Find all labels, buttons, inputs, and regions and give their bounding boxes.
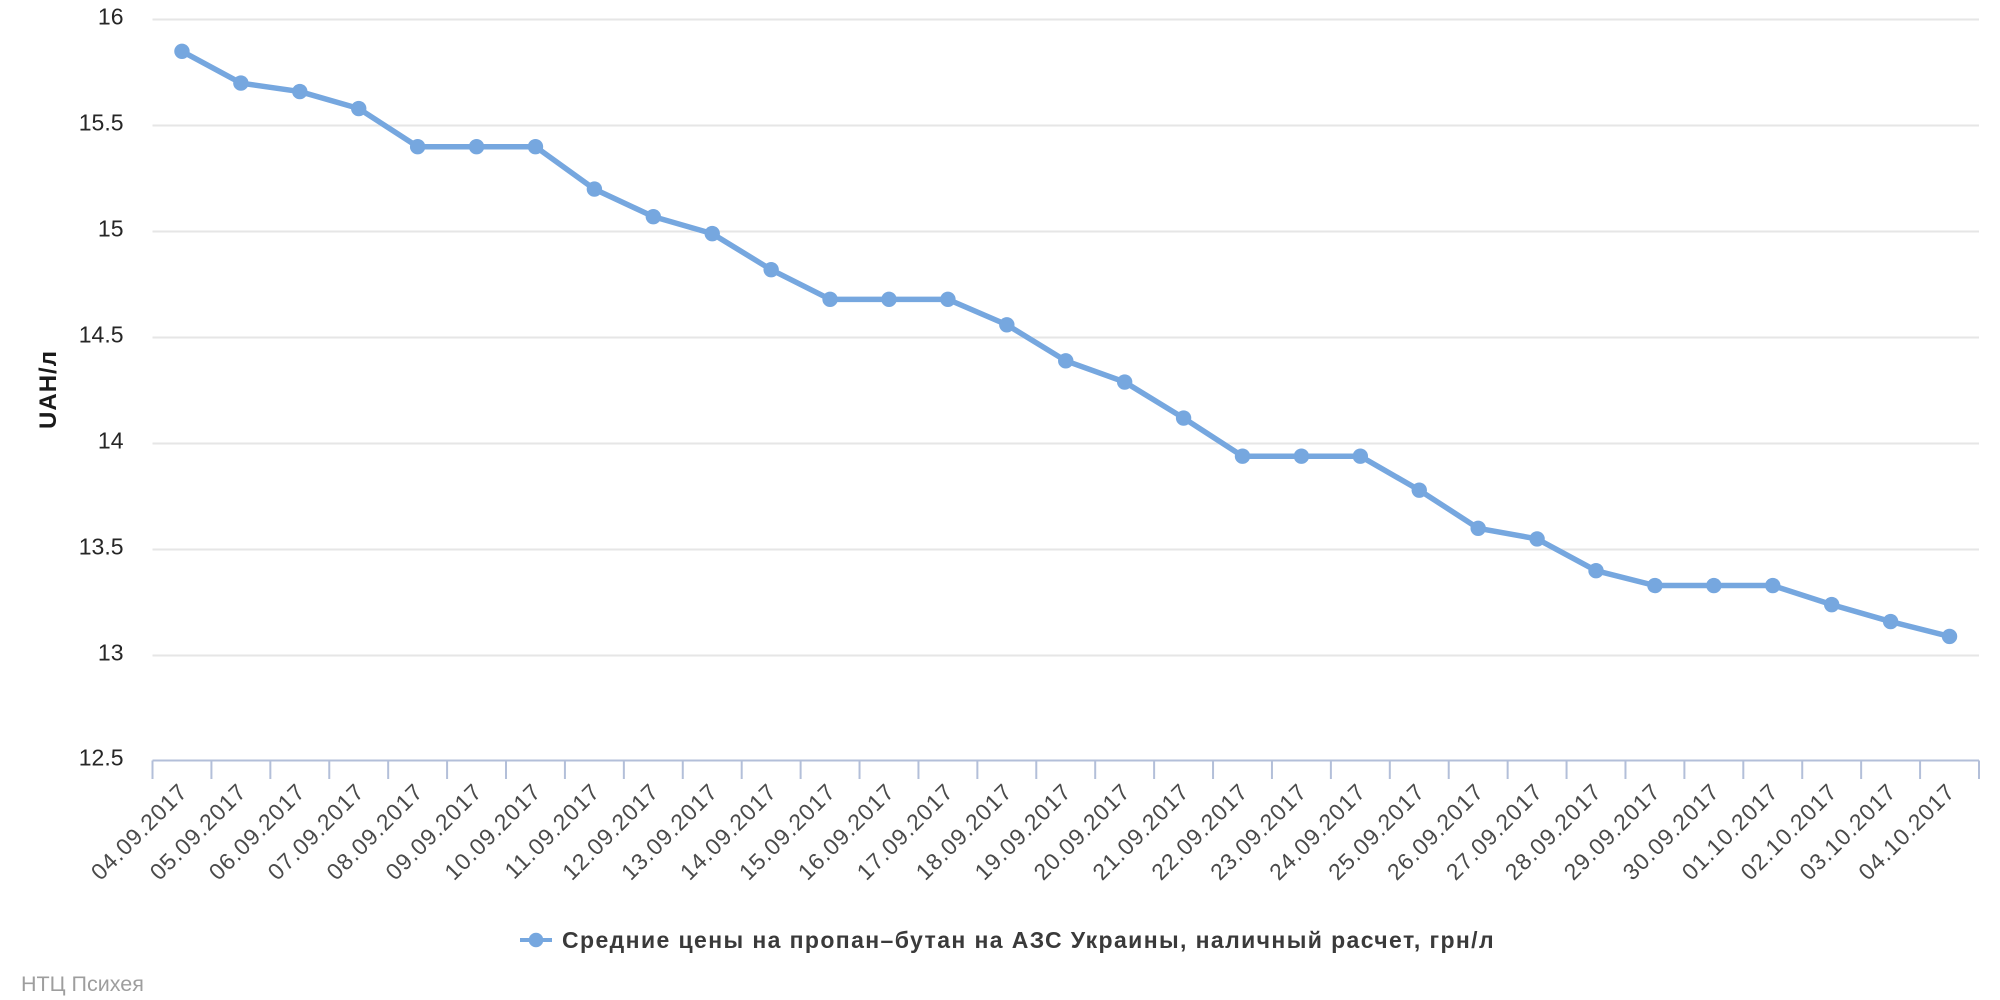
svg-text:13: 13: [98, 640, 124, 666]
svg-text:16: 16: [98, 4, 124, 30]
svg-text:12.5: 12.5: [79, 745, 124, 771]
svg-text:13.5: 13.5: [79, 534, 124, 560]
svg-text:15.5: 15.5: [79, 110, 124, 136]
svg-text:14.5: 14.5: [79, 322, 124, 348]
svg-text:Средние цены на пропан–бутан н: Средние цены на пропан–бутан на АЗС Укра…: [562, 927, 1495, 953]
svg-text:UAH/л: UAH/л: [35, 350, 62, 429]
svg-text:14: 14: [98, 428, 124, 454]
svg-text:15: 15: [98, 216, 124, 242]
svg-text:НТЦ Психея: НТЦ Психея: [21, 972, 144, 996]
